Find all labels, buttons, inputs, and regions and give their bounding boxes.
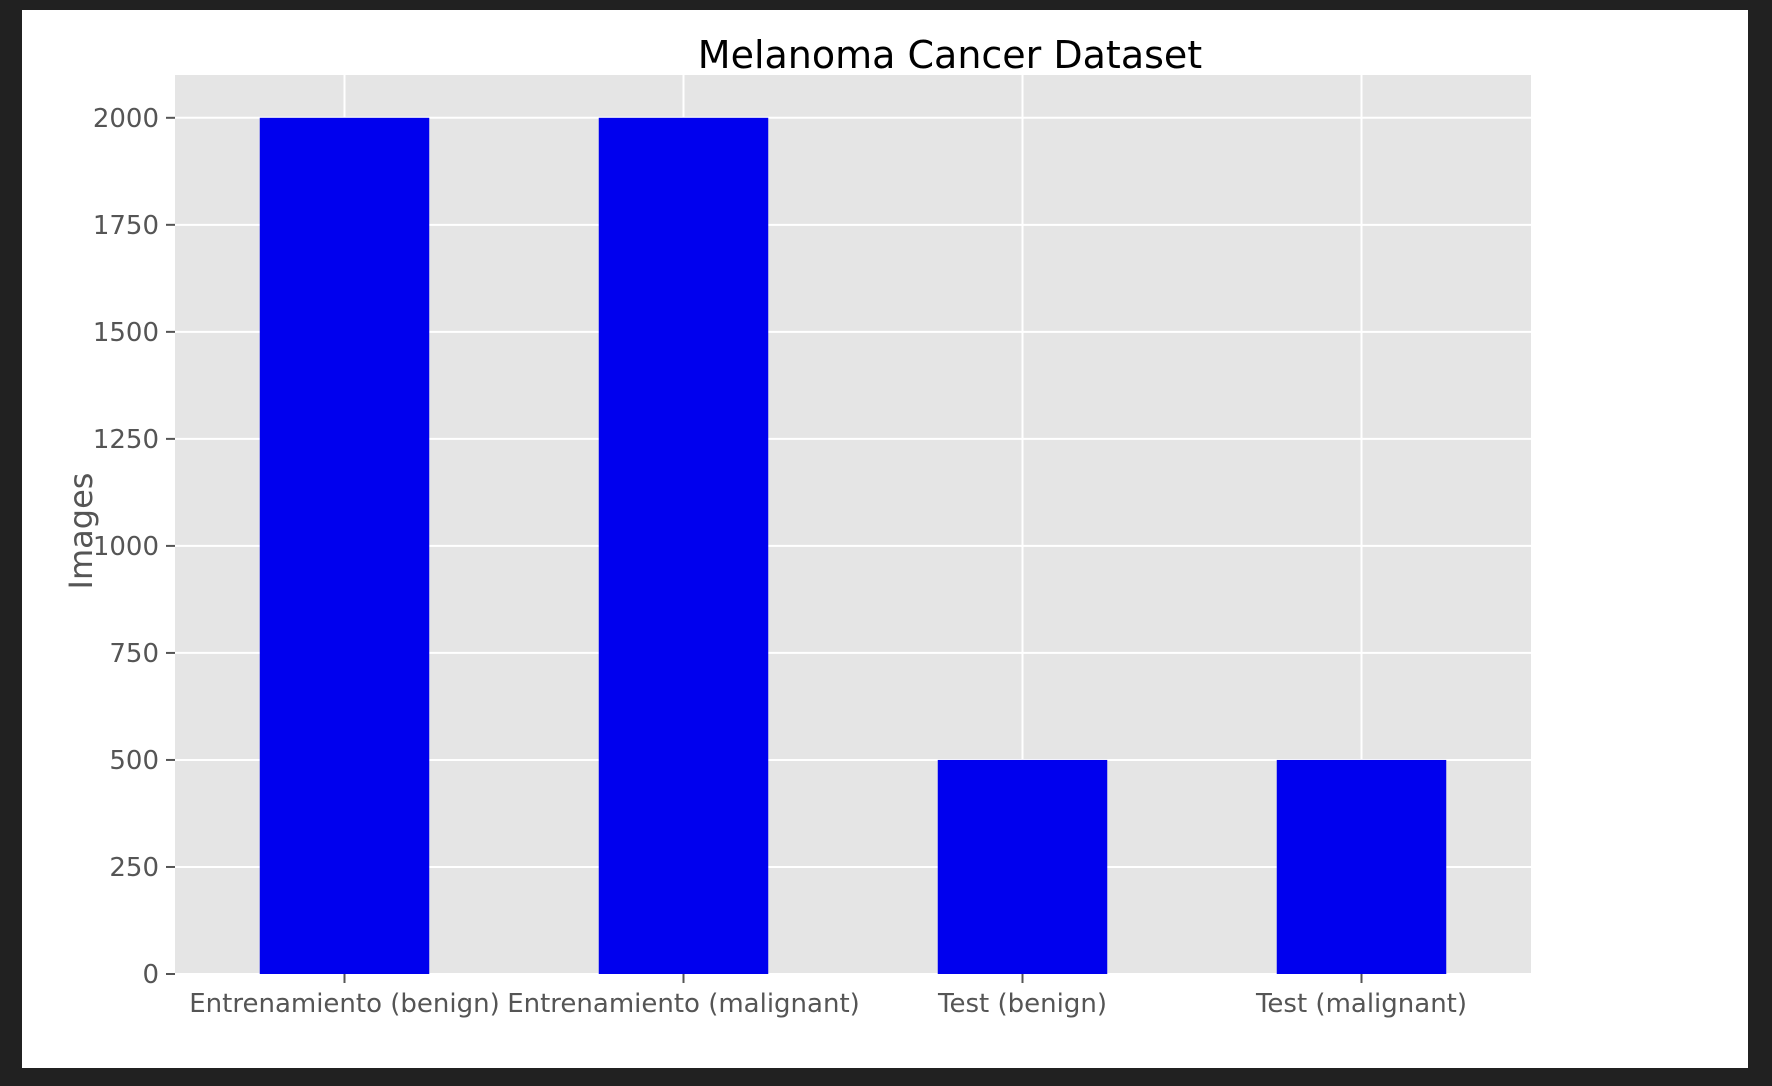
x-tick-label: Test (malignant) (1255, 989, 1467, 1019)
y-tick-label: 1500 (93, 318, 159, 348)
x-tick-label: Entrenamiento (malignant) (507, 989, 860, 1019)
y-axis-label: Images (62, 473, 100, 590)
y-tick-label: 1250 (93, 425, 159, 455)
chart-title: Melanoma Cancer Dataset (698, 33, 1202, 77)
y-tick-label: 500 (109, 746, 159, 776)
y-tick-label: 1000 (93, 532, 159, 562)
x-tick-label: Test (benign) (937, 989, 1107, 1019)
y-tick-label: 1750 (93, 211, 159, 241)
y-tick-label: 250 (109, 853, 159, 883)
bar (598, 117, 769, 975)
figure-frame: Melanoma Cancer Dataset Images 0 250 500 75… (22, 10, 1748, 1068)
bar (259, 117, 430, 975)
y-tick-label: 0 (142, 960, 159, 990)
bar (1276, 759, 1447, 974)
plot-area: 0 250 500 750 1000 1250 1500 1750 2000 Entrenamie… (93, 75, 1531, 1019)
y-tick-label: 2000 (93, 104, 159, 134)
bar-chart: Melanoma Cancer Dataset Images 0 250 500 75… (62, 33, 1531, 1019)
y-tick-label: 750 (109, 639, 159, 669)
x-tick-label: Entrenamiento (benign) (189, 989, 500, 1019)
bar (937, 759, 1108, 974)
